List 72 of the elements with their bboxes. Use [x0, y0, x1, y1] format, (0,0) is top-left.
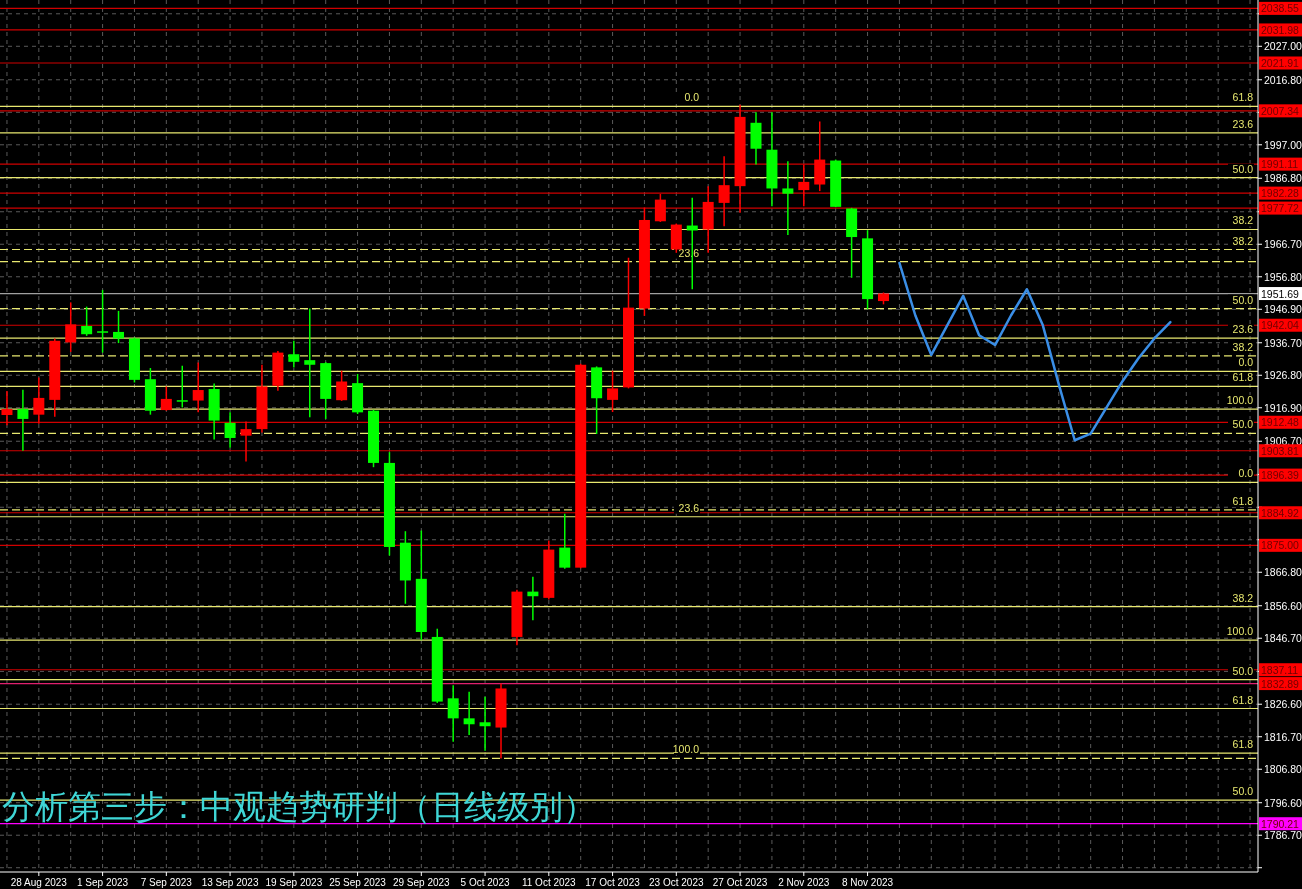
annotation: 38.2 [1232, 214, 1254, 227]
annotation: 61.8 [1232, 91, 1254, 104]
ref-line-label: 1837.11 [1261, 663, 1299, 676]
ref-line-label: 1951.69 [1261, 287, 1300, 300]
y-tick-label: 2027.00 [1264, 40, 1302, 53]
y-tick-label: 1816.70 [1264, 730, 1302, 743]
x-tick-label: 27 Oct 2023 [712, 877, 768, 888]
y-tick-label: 1826.60 [1264, 698, 1302, 711]
ref-line-label: 1790.21 [1261, 817, 1300, 830]
ref-line-label: 2021.91 [1261, 57, 1300, 69]
y-tick-label: 1856.60 [1264, 599, 1302, 612]
ref-line-label: 1912.48 [1261, 416, 1300, 429]
y-tick-label: 1916.90 [1264, 401, 1302, 414]
annotation: 61.8 [1232, 494, 1254, 507]
y-tick-label: 1796.60 [1264, 796, 1302, 809]
y-tick-label: 1966.70 [1264, 238, 1302, 251]
x-tick-label: 17 Oct 2023 [585, 877, 641, 888]
x-tick-label: 29 Sep 2023 [392, 877, 451, 888]
ref-line-label: 2031.98 [1261, 23, 1300, 36]
ref-line-label: 1982.28 [1261, 187, 1300, 200]
x-tick-label: 19 Sep 2023 [265, 877, 323, 888]
x-tick-label: 8 Nov 2023 [841, 877, 894, 888]
ref-line-label: 1977.72 [1261, 202, 1300, 215]
y-tick-label: 1786.70 [1264, 829, 1302, 842]
annotation: 38.2 [1232, 234, 1254, 247]
annotation: 38.2 [1232, 340, 1254, 353]
y-tick-label: 1946.90 [1264, 303, 1302, 316]
ref-line-label: 1942.04 [1261, 319, 1300, 332]
annotation: 23.6 [1232, 323, 1254, 336]
x-tick-label: 28 Aug 2023 [10, 877, 68, 888]
y-tick-label: 1846.70 [1264, 632, 1302, 645]
y-tick-label: 1956.80 [1264, 270, 1302, 283]
annotation: 50.0 [1232, 664, 1254, 677]
x-tick-label: 2 Nov 2023 [778, 877, 830, 888]
annotation: 0.0 [1238, 356, 1254, 369]
annotation: 50.0 [1232, 293, 1254, 306]
ref-line-label: 2038.55 [1261, 2, 1300, 15]
ref-line-label: 1884.92 [1261, 506, 1300, 519]
annotation: 50.0 [1232, 162, 1254, 175]
annotation: 0.0 [684, 91, 700, 104]
y-tick-label: 1926.80 [1264, 369, 1302, 382]
ref-line-label: 1903.81 [1261, 444, 1300, 457]
x-tick-label: 1 Sep 2023 [77, 877, 129, 888]
annotation: 23.6 [1232, 117, 1254, 130]
x-tick-label: 13 Sep 2023 [201, 877, 259, 888]
ref-line-label: 2007.34 [1261, 104, 1300, 117]
x-tick-label: 7 Sep 2023 [140, 877, 193, 888]
ref-line-label: 1875.00 [1261, 539, 1300, 552]
annotation: 61.8 [1232, 371, 1254, 384]
x-tick-label: 5 Oct 2023 [460, 877, 510, 888]
annotation: 100.0 [1226, 625, 1254, 638]
annotation: 100.0 [672, 743, 700, 756]
y-tick-label: 2016.80 [1264, 73, 1302, 86]
y-tick-label: 1806.80 [1264, 763, 1302, 776]
annotation: 61.8 [1232, 693, 1254, 706]
x-tick-label: 11 Oct 2023 [521, 877, 577, 888]
ref-line-label: 1832.89 [1261, 677, 1300, 690]
annotation: 0.0 [1238, 467, 1254, 480]
ref-line-label: 1991.11 [1261, 158, 1299, 171]
y-tick-label: 1997.00 [1264, 138, 1302, 151]
annotation: 23.6 [678, 501, 700, 514]
x-tick-label: 25 Sep 2023 [329, 877, 387, 888]
annotation: 38.2 [1232, 591, 1254, 604]
y-tick-label: 1936.70 [1264, 336, 1302, 349]
annotation: 50.0 [1232, 785, 1254, 798]
y-tick-label: 1986.80 [1264, 172, 1302, 185]
annotation: 50.0 [1232, 418, 1254, 431]
ref-line-label: 1896.39 [1261, 469, 1300, 482]
annotation: 61.8 [1232, 738, 1254, 751]
annotation: 100.0 [1226, 394, 1254, 407]
x-tick-label: 23 Oct 2023 [649, 877, 704, 888]
y-tick-label: 1866.80 [1264, 566, 1302, 579]
